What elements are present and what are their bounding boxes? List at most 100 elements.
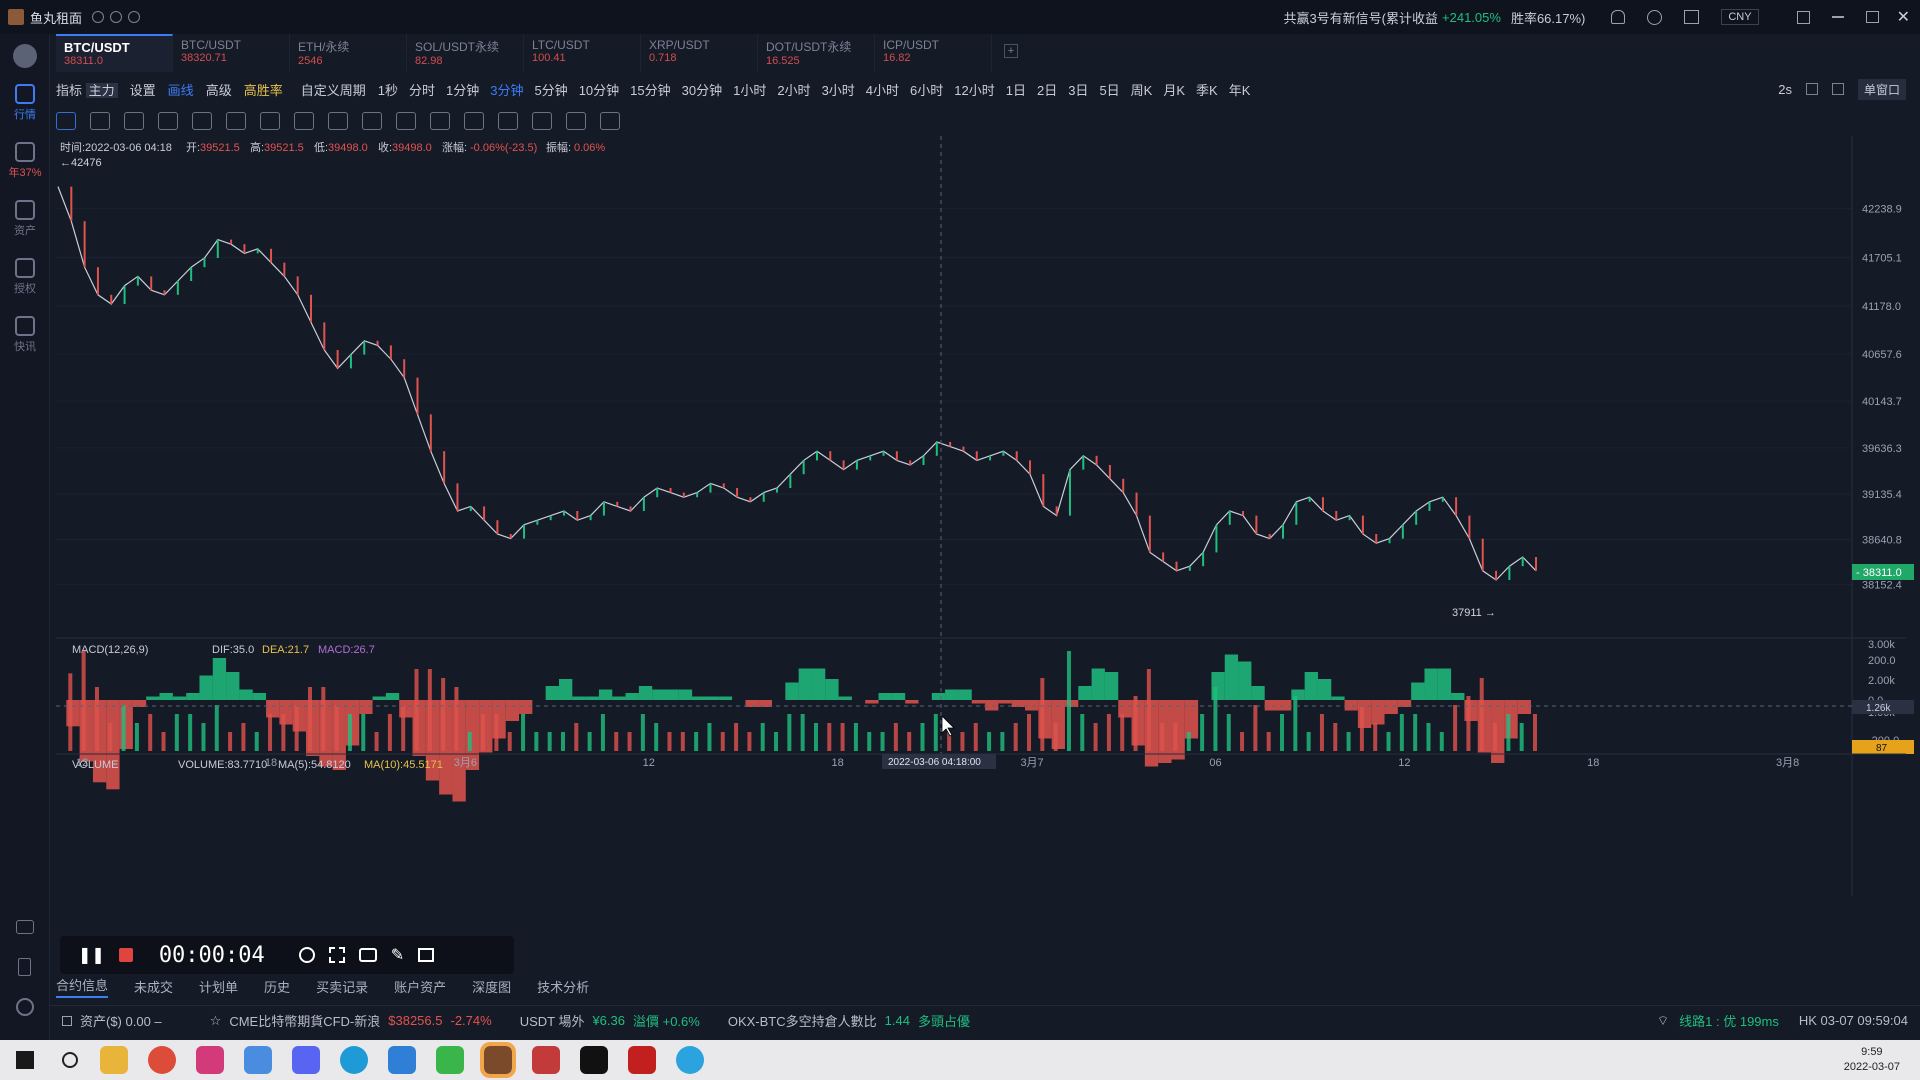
record-app-icon[interactable] — [628, 1046, 656, 1074]
star-icon[interactable]: ☆ — [209, 1012, 222, 1028]
timeframe-11[interactable]: 4小时 — [865, 82, 900, 98]
chat-icon[interactable] — [1647, 9, 1663, 25]
custom-period-select[interactable]: 自定义周期 — [300, 82, 366, 98]
tab-tech-analysis[interactable]: 技术分析 — [537, 979, 590, 995]
timeframe-2[interactable]: 1分钟 — [445, 82, 480, 98]
edit-tool-icon[interactable] — [566, 112, 586, 130]
nav-assets[interactable]: 资产 — [0, 194, 50, 238]
timeframe-18[interactable]: 周K — [1130, 82, 1153, 98]
tab-contract-info[interactable]: 合约信息 — [56, 975, 109, 998]
timeframe-10[interactable]: 3小时 — [821, 82, 855, 98]
settings-button[interactable]: 设置 — [129, 82, 156, 98]
timeframe-16[interactable]: 3日 — [1068, 82, 1089, 98]
popout-icon[interactable] — [1831, 83, 1844, 95]
timeframe-14[interactable]: 1日 — [1005, 82, 1026, 98]
windows-start-icon[interactable] — [16, 1051, 34, 1069]
copy-tool-icon[interactable] — [532, 112, 552, 130]
channel-tool-icon[interactable] — [124, 112, 144, 130]
gear-icon[interactable] — [16, 998, 34, 1016]
timeframe-7[interactable]: 30分钟 — [681, 82, 723, 98]
nav-auth[interactable]: 授权 — [0, 252, 50, 296]
tag-icon[interactable] — [16, 920, 34, 934]
tab-open-orders[interactable]: 未成交 — [134, 979, 174, 995]
fullscreen-icon[interactable] — [1805, 83, 1818, 95]
xm-app-icon[interactable] — [580, 1046, 608, 1074]
timeframe-19[interactable]: 月K — [1163, 82, 1186, 98]
pause-button[interactable]: ❚❚ — [78, 947, 105, 964]
trash-icon[interactable] — [600, 112, 620, 130]
tab-history[interactable]: 历史 — [264, 979, 291, 995]
mobile-icon[interactable] — [18, 958, 31, 976]
fib-tool-icon[interactable] — [192, 112, 212, 130]
check-app-icon[interactable] — [244, 1046, 272, 1074]
cards-app-icon[interactable] — [532, 1046, 560, 1074]
volume-label[interactable]: VOLUME — [72, 759, 118, 771]
tab-trade-records[interactable]: 买卖记录 — [316, 979, 369, 995]
timeframe-20[interactable]: 季K — [1196, 82, 1218, 98]
tab-eth[interactable]: ETH/永续 2546 — [290, 34, 407, 72]
arrow-app-icon[interactable] — [196, 1046, 224, 1074]
indicator-button[interactable]: 指标 主力 — [56, 80, 118, 99]
add-tab-button[interactable]: + — [1004, 44, 1018, 58]
gift-icon[interactable] — [1684, 10, 1700, 24]
tab-sol[interactable]: SOL/USDT永续 82.98 — [407, 34, 524, 72]
camera-icon[interactable] — [358, 948, 377, 962]
timeframe-3[interactable]: 3分钟 — [490, 82, 524, 98]
text-tool-icon[interactable] — [294, 112, 314, 130]
tab-plan-orders[interactable]: 计划单 — [199, 979, 239, 995]
wave-tool-icon[interactable] — [226, 112, 246, 130]
signal-text[interactable]: 共赢3号有新信号(累计收益 — [1283, 10, 1439, 26]
tab-icp[interactable]: ICP/USDT 16.82 — [875, 34, 992, 72]
wechat-icon[interactable] — [436, 1046, 464, 1074]
rectangle-tool-icon[interactable] — [158, 112, 178, 130]
refresh-interval[interactable]: 2s — [1778, 81, 1792, 97]
close-icon[interactable]: ✕ — [1896, 9, 1910, 26]
timeframe-17[interactable]: 5日 — [1099, 82, 1120, 98]
lock-tool-icon[interactable] — [498, 112, 518, 130]
tab-depth[interactable]: 深度图 — [472, 979, 512, 995]
tab-xrp[interactable]: XRP/USDT 0.718 — [641, 34, 758, 72]
ruler-tool-icon[interactable] — [464, 112, 484, 130]
brush-tool-icon[interactable] — [430, 112, 450, 130]
telegram-icon[interactable] — [676, 1046, 704, 1074]
shrink-icon[interactable] — [328, 947, 345, 963]
stop-button[interactable] — [118, 948, 133, 962]
tab-dot[interactable]: DOT/USDT永续 16.525 — [758, 34, 875, 72]
macd-label[interactable]: MACD(12,26,9) — [72, 644, 148, 656]
pen-icon[interactable]: ✎ — [390, 947, 405, 964]
chrome-icon[interactable] — [148, 1046, 176, 1074]
nav-annual[interactable]: 年37% — [0, 136, 50, 180]
maximize-icon[interactable] — [1865, 11, 1879, 23]
tab-account-assets[interactable]: 账户资产 — [394, 979, 447, 995]
bell-icon[interactable] — [1611, 10, 1626, 24]
timeframe-5[interactable]: 10分钟 — [578, 82, 620, 98]
crosshair-tool-icon[interactable] — [56, 112, 76, 130]
measure-tool-icon[interactable] — [260, 112, 280, 130]
refresh-icon[interactable] — [128, 11, 141, 23]
nav-news[interactable]: 快讯 — [0, 310, 50, 354]
minimize-icon[interactable] — [1831, 16, 1844, 18]
trading-app-icon[interactable] — [480, 1042, 516, 1078]
nav-market[interactable]: 行情 — [0, 78, 50, 122]
connection-line[interactable]: 线路1 : 优 199ms — [1679, 1014, 1779, 1029]
advanced-button[interactable]: 高级 — [205, 82, 232, 98]
timeframe-9[interactable]: 2小时 — [777, 82, 811, 98]
draw-button[interactable]: 画线 — [167, 82, 194, 98]
tab-ltc[interactable]: LTC/USDT 100.41 — [524, 34, 641, 72]
shield-icon[interactable] — [110, 11, 123, 23]
pattern-tool-icon[interactable] — [362, 112, 382, 130]
timeframe-4[interactable]: 5分钟 — [534, 82, 568, 98]
pencil-tool-icon[interactable] — [396, 112, 416, 130]
timeframe-21[interactable]: 年K — [1228, 82, 1251, 98]
discord-icon[interactable] — [292, 1046, 320, 1074]
timeframe-8[interactable]: 1小时 — [733, 82, 767, 98]
window-icon[interactable] — [418, 948, 435, 962]
search-icon[interactable] — [62, 1052, 78, 1068]
pause-circle-icon[interactable] — [92, 11, 105, 23]
trendline-tool-icon[interactable] — [90, 112, 110, 130]
feather-app-icon[interactable] — [388, 1046, 416, 1074]
edge-icon[interactable] — [340, 1046, 368, 1074]
window-pin-icon[interactable] — [1796, 10, 1810, 24]
screenshot-icon[interactable] — [298, 947, 315, 963]
price-chart[interactable]: 时间:2022-03-06 04:18 开: 39521.5 高: 39521.… — [56, 136, 1920, 934]
